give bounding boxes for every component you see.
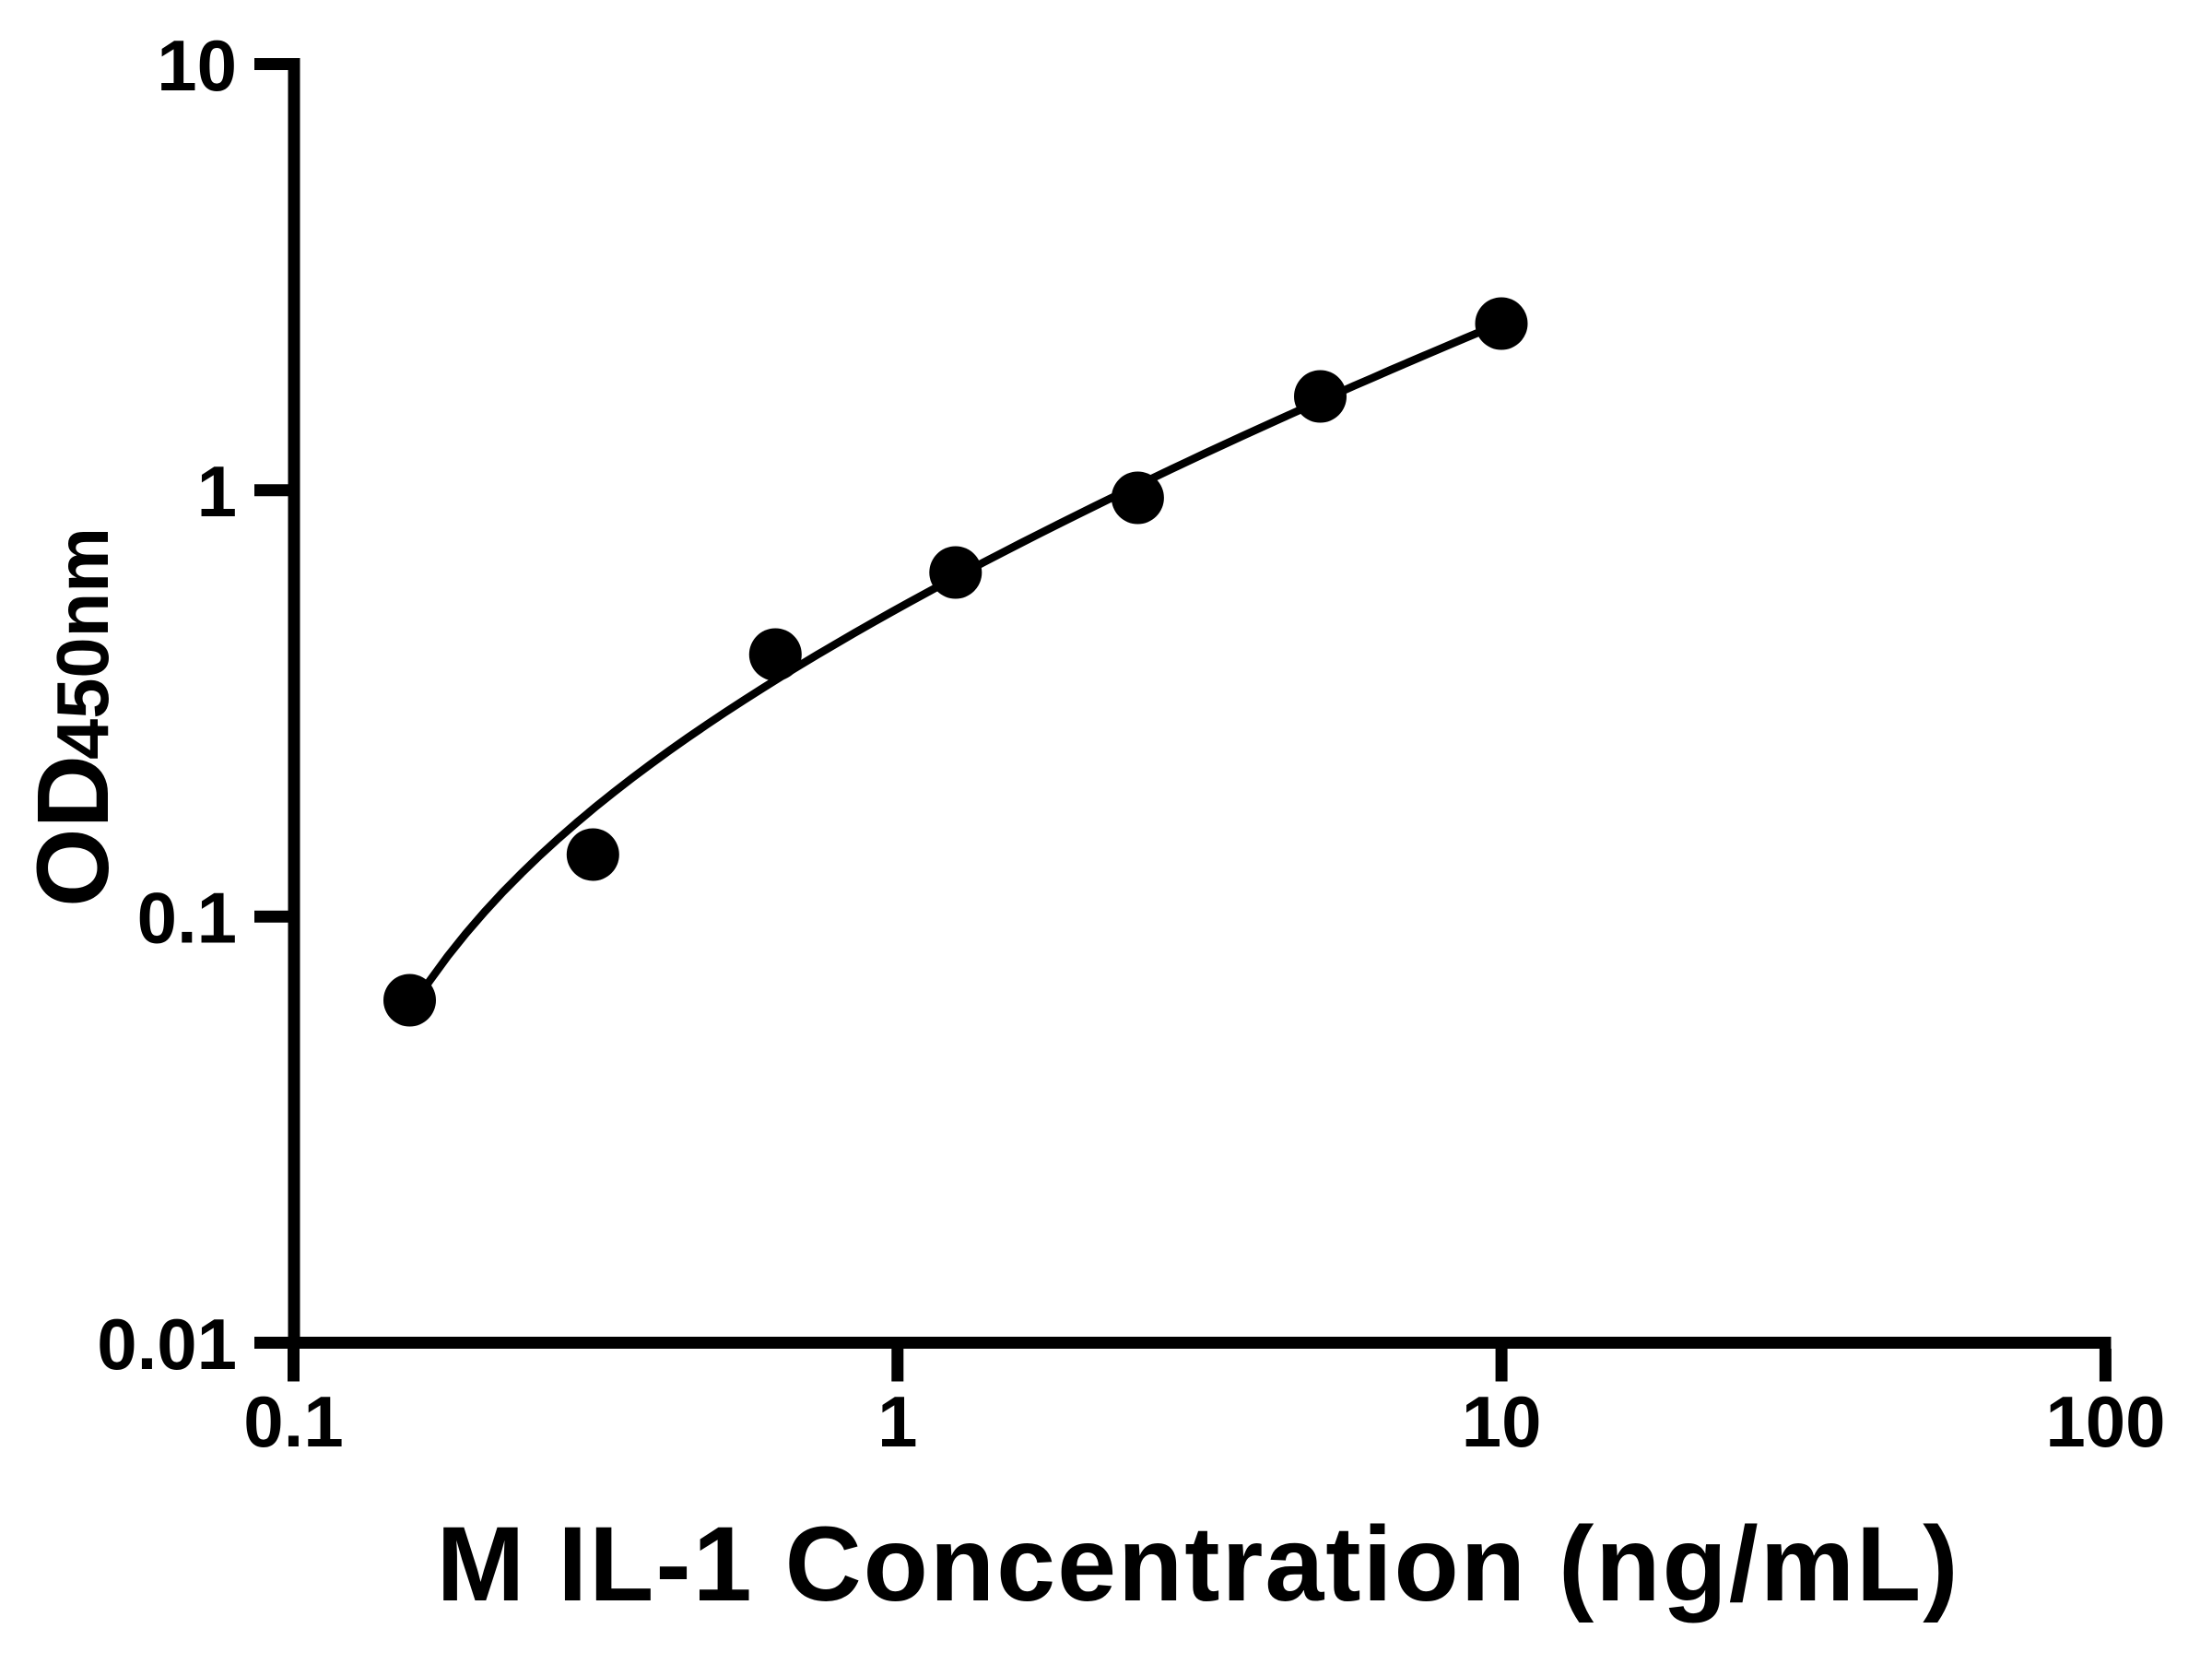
svg-text:0.1: 0.1 (137, 878, 237, 959)
svg-text:0.1: 0.1 (243, 1381, 343, 1462)
svg-text:10: 10 (1462, 1381, 1542, 1462)
svg-text:0.01: 0.01 (97, 1304, 237, 1385)
svg-text:10: 10 (157, 25, 237, 106)
svg-text:1: 1 (197, 451, 237, 532)
svg-text:M IL-1 Concentration (ng/mL): M IL-1 Concentration (ng/mL) (436, 1505, 1959, 1623)
svg-text:1: 1 (877, 1381, 917, 1462)
svg-text:100: 100 (2045, 1381, 2165, 1462)
